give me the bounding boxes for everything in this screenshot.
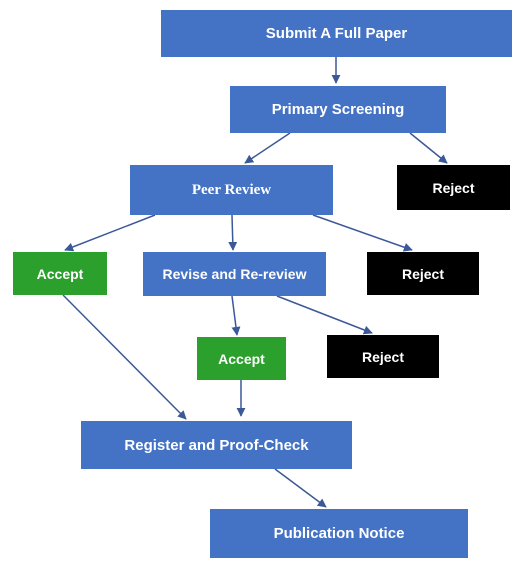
- node-label: Primary Screening: [272, 101, 405, 118]
- node-screening: Primary Screening: [230, 86, 446, 133]
- node-peerreview: Peer Review: [130, 165, 333, 215]
- node-register: Register and Proof-Check: [81, 421, 352, 469]
- node-submit: Submit A Full Paper: [161, 10, 512, 57]
- node-label: Submit A Full Paper: [266, 25, 407, 42]
- node-label: Publication Notice: [274, 525, 405, 542]
- node-label: Reject: [402, 266, 444, 282]
- node-label: Accept: [37, 266, 84, 282]
- node-reject3: Reject: [327, 335, 439, 378]
- node-accept2: Accept: [197, 337, 286, 380]
- node-label: Register and Proof-Check: [124, 437, 308, 454]
- node-revise: Revise and Re-review: [143, 252, 326, 296]
- node-reject2: Reject: [367, 252, 479, 295]
- node-reject1: Reject: [397, 165, 510, 210]
- node-label: Accept: [218, 351, 265, 367]
- node-accept1: Accept: [13, 252, 107, 295]
- node-label: Reject: [432, 180, 474, 196]
- node-publication: Publication Notice: [210, 509, 468, 558]
- flowchart-canvas: Submit A Full Paper Primary Screening Pe…: [0, 0, 525, 568]
- node-label: Peer Review: [192, 182, 271, 199]
- node-label: Reject: [362, 349, 404, 365]
- node-label: Revise and Re-review: [163, 266, 307, 282]
